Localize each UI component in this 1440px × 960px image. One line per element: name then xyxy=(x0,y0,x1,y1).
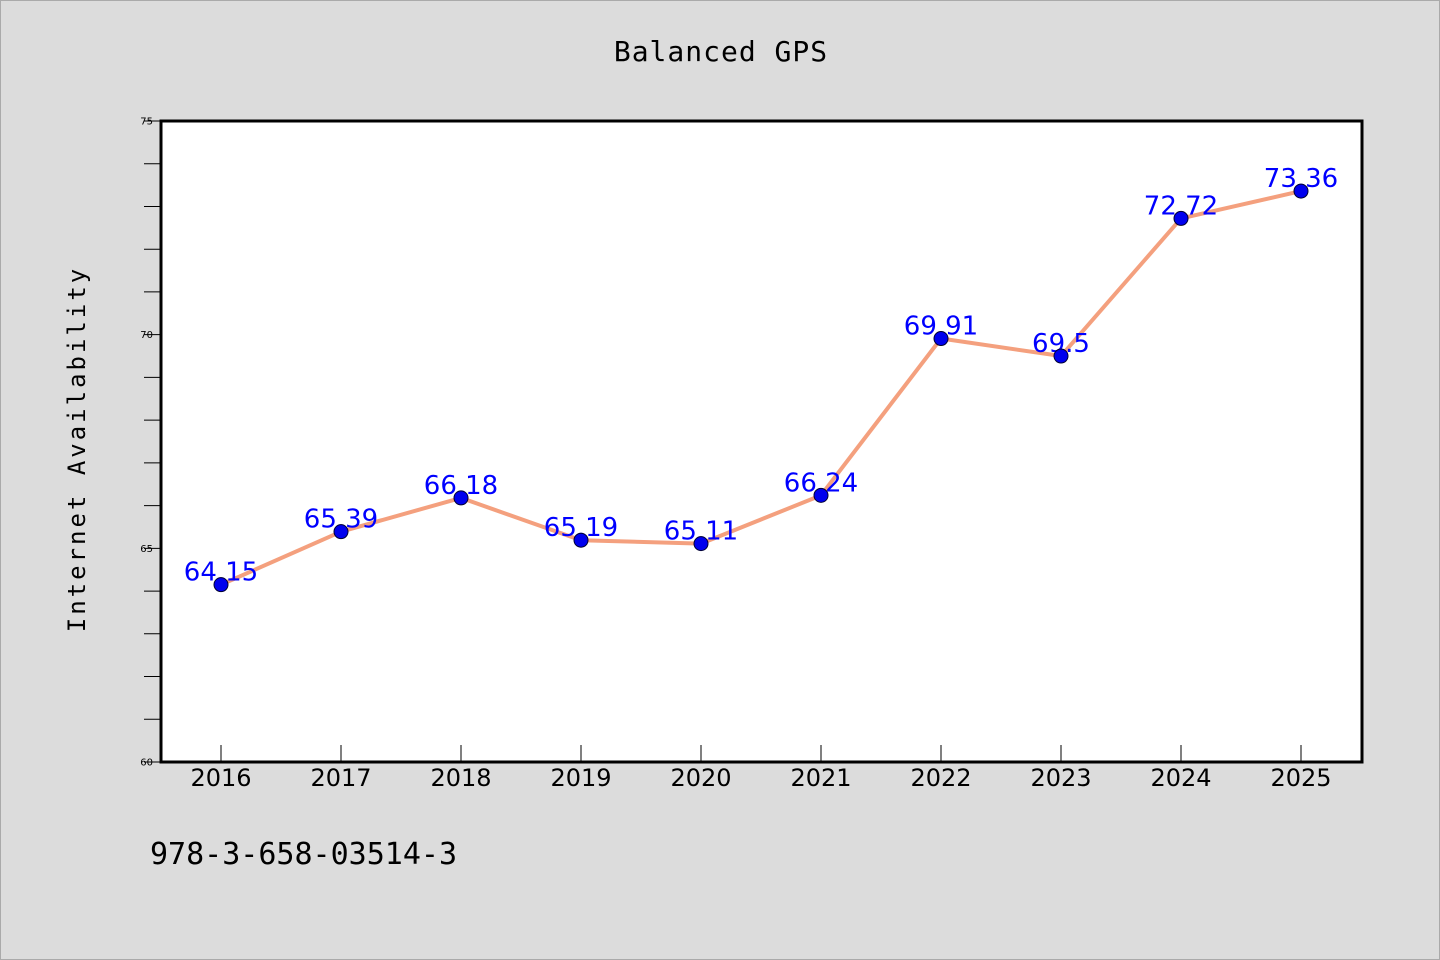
x-axis: 2016 2017 2018 2019 2020 2021 2022 2023 2024 2025 xyxy=(190,745,1332,792)
isbn-text: 978-3-658-03514-3 xyxy=(150,837,458,872)
x-tick-label: 2023 xyxy=(1030,764,1091,792)
series-line xyxy=(220,189,1302,587)
plot-area xyxy=(159,119,1364,764)
x-tick-label: 2019 xyxy=(550,764,611,792)
data-point xyxy=(1053,348,1069,364)
data-point xyxy=(813,487,829,503)
data-point xyxy=(213,577,229,593)
y-tick-label: 75 xyxy=(140,117,153,128)
data-point xyxy=(453,490,469,506)
data-point xyxy=(1293,183,1309,199)
x-tick-label: 2025 xyxy=(1270,764,1331,792)
data-point xyxy=(333,524,349,540)
chart-title: Balanced GPS xyxy=(613,35,829,68)
x-tick-label: 2021 xyxy=(790,764,851,792)
y-tick-label: 65 xyxy=(140,544,153,555)
x-tick-label: 2018 xyxy=(430,764,491,792)
x-tick-label: 2022 xyxy=(910,764,971,792)
data-point xyxy=(933,331,949,347)
data-point xyxy=(693,536,709,552)
data-point xyxy=(1173,210,1189,226)
x-tick-label: 2020 xyxy=(670,764,731,792)
x-tick-label: 2024 xyxy=(1150,764,1211,792)
y-tick-label: 70 xyxy=(140,330,153,341)
x-tick-label: 2017 xyxy=(310,764,371,792)
y-axis: 60 65 70 75 xyxy=(140,117,161,769)
data-point xyxy=(573,532,589,548)
x-tick-label: 2016 xyxy=(190,764,251,792)
y-tick-label: 60 xyxy=(140,758,153,769)
